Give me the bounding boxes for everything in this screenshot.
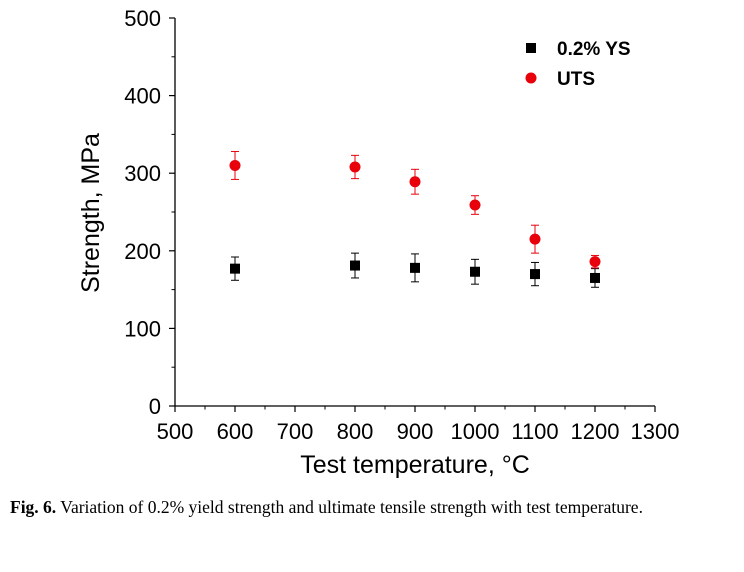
data-point xyxy=(589,256,601,268)
series-0-2-ys xyxy=(230,252,600,288)
x-tick-label: 900 xyxy=(397,419,434,444)
data-point xyxy=(530,269,540,280)
legend-label: UTS xyxy=(557,69,595,90)
x-axis-ticks: 500 600 700 800 900 1000 1100 1200 1300 xyxy=(157,406,680,444)
y-tick-label: 500 xyxy=(124,6,161,31)
data-point xyxy=(229,159,241,171)
data-point xyxy=(409,176,421,188)
x-tick-label: 1000 xyxy=(451,419,500,444)
x-tick-label: 1100 xyxy=(511,419,558,444)
x-tick-label: 800 xyxy=(337,419,374,444)
y-tick-label: 400 xyxy=(124,84,161,109)
data-point xyxy=(529,233,541,245)
figure-caption: Fig. 6. Variation of 0.2% yield strength… xyxy=(10,494,744,520)
legend-marker-circle xyxy=(525,72,537,84)
x-axis-label: Test temperature, °C xyxy=(300,451,530,479)
x-tick-label: 500 xyxy=(157,419,194,444)
y-axis-label: Strength, MPa xyxy=(77,133,105,293)
y-axis-ticks: 0 100 200 300 400 500 xyxy=(124,6,175,419)
x-tick-label: 600 xyxy=(217,419,254,444)
x-tick-label: 1200 xyxy=(571,419,620,444)
strength-vs-temperature-chart: 500 600 700 800 900 1000 1100 1200 1300 0 100 200 3… xyxy=(77,6,680,479)
legend: 0.2% YS UTS xyxy=(525,39,631,90)
data-point xyxy=(350,260,360,271)
data-point xyxy=(230,263,240,274)
data-point xyxy=(410,262,420,273)
series-uts xyxy=(229,150,601,269)
legend-label: 0.2% YS xyxy=(557,39,631,60)
y-tick-label: 300 xyxy=(124,161,161,186)
data-marks xyxy=(229,150,601,288)
data-point xyxy=(469,199,481,211)
data-point xyxy=(349,161,361,173)
caption-text: Variation of 0.2% yield strength and ult… xyxy=(56,497,643,517)
data-point xyxy=(470,266,480,277)
legend-marker-square xyxy=(526,43,536,53)
y-tick-label: 200 xyxy=(124,239,161,264)
y-tick-label: 0 xyxy=(149,394,161,419)
x-tick-label: 1300 xyxy=(631,419,680,444)
data-point xyxy=(590,272,600,283)
y-tick-label: 100 xyxy=(124,316,161,341)
x-tick-label: 700 xyxy=(277,419,314,444)
caption-figure-label: Fig. 6. xyxy=(10,497,57,517)
